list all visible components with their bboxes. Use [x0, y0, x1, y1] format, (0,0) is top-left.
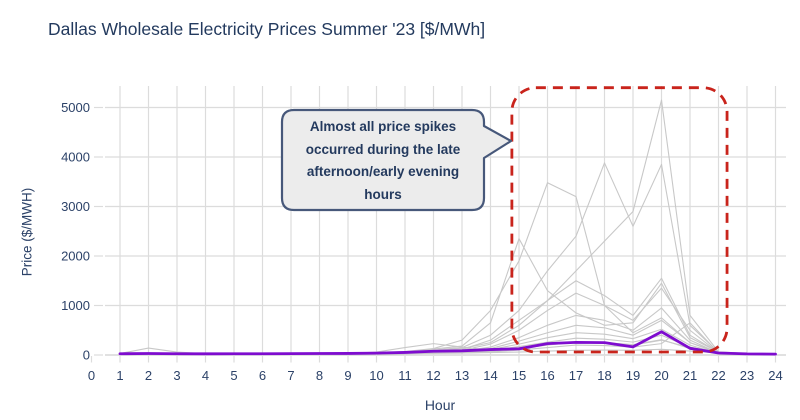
- x-tick-label: 9: [344, 368, 351, 383]
- x-tick-label: 12: [426, 368, 440, 383]
- x-tick-label: 11: [398, 368, 412, 383]
- x-tick-label: 14: [483, 368, 497, 383]
- x-tick-label: 7: [287, 368, 294, 383]
- x-tick-label: 4: [202, 368, 209, 383]
- y-tick-label: 2000: [61, 249, 90, 264]
- y-tick-label: 3000: [61, 199, 90, 214]
- day-price-line: [119, 277, 776, 355]
- x-axis-title: Hour: [424, 397, 456, 413]
- x-tick-label: 15: [512, 368, 526, 383]
- annotation-line: Almost all price spikes: [309, 119, 457, 134]
- annotation-callout: Almost all price spikes occurred during …: [284, 116, 482, 208]
- x-tick-label: 0: [88, 368, 95, 383]
- y-tick-label: 5000: [61, 100, 90, 115]
- y-tick-label: 1000: [61, 298, 90, 313]
- x-tick-label: 5: [230, 368, 237, 383]
- x-tick-label: 24: [768, 368, 782, 383]
- x-tick-label: 13: [455, 368, 469, 383]
- x-tick-label: 6: [259, 368, 266, 383]
- chart-title: Dallas Wholesale Electricity Prices Summ…: [48, 19, 486, 39]
- y-tick-label: 0: [83, 348, 90, 363]
- average-price-line: [118, 330, 777, 356]
- x-tick-label: 23: [740, 368, 754, 383]
- x-tick-label: 16: [540, 368, 554, 383]
- x-tick-label: 20: [654, 368, 668, 383]
- x-tick-label: 1: [116, 368, 123, 383]
- annotation-line: hours: [364, 186, 402, 202]
- x-tick-label: 21: [683, 368, 697, 383]
- x-tick-label: 8: [316, 368, 323, 383]
- y-tick-label: 4000: [61, 150, 90, 165]
- x-tick-label: 3: [173, 368, 180, 383]
- x-tick-label: 18: [597, 368, 611, 383]
- annotation-line: occurred during the late: [305, 141, 461, 157]
- x-tick-label: 22: [711, 368, 725, 383]
- x-tick-label: 17: [569, 368, 583, 383]
- x-tick-label: 2: [145, 368, 152, 383]
- annotation-callout-bubble: [280, 108, 513, 212]
- y-axis-title: Price ($/MWH): [19, 187, 35, 277]
- x-tick-label: 10: [369, 368, 383, 383]
- x-tick-label: 19: [626, 368, 640, 383]
- spike-highlight-box: [510, 86, 729, 354]
- annotation-line: afternoon/early evening: [306, 164, 460, 179]
